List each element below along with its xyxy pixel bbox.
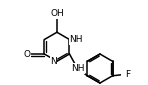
Text: OH: OH — [50, 10, 64, 18]
Text: O: O — [24, 50, 31, 58]
Text: NH: NH — [71, 64, 84, 73]
Text: NH: NH — [70, 35, 83, 44]
Text: N: N — [50, 57, 57, 66]
Text: F: F — [126, 70, 131, 79]
